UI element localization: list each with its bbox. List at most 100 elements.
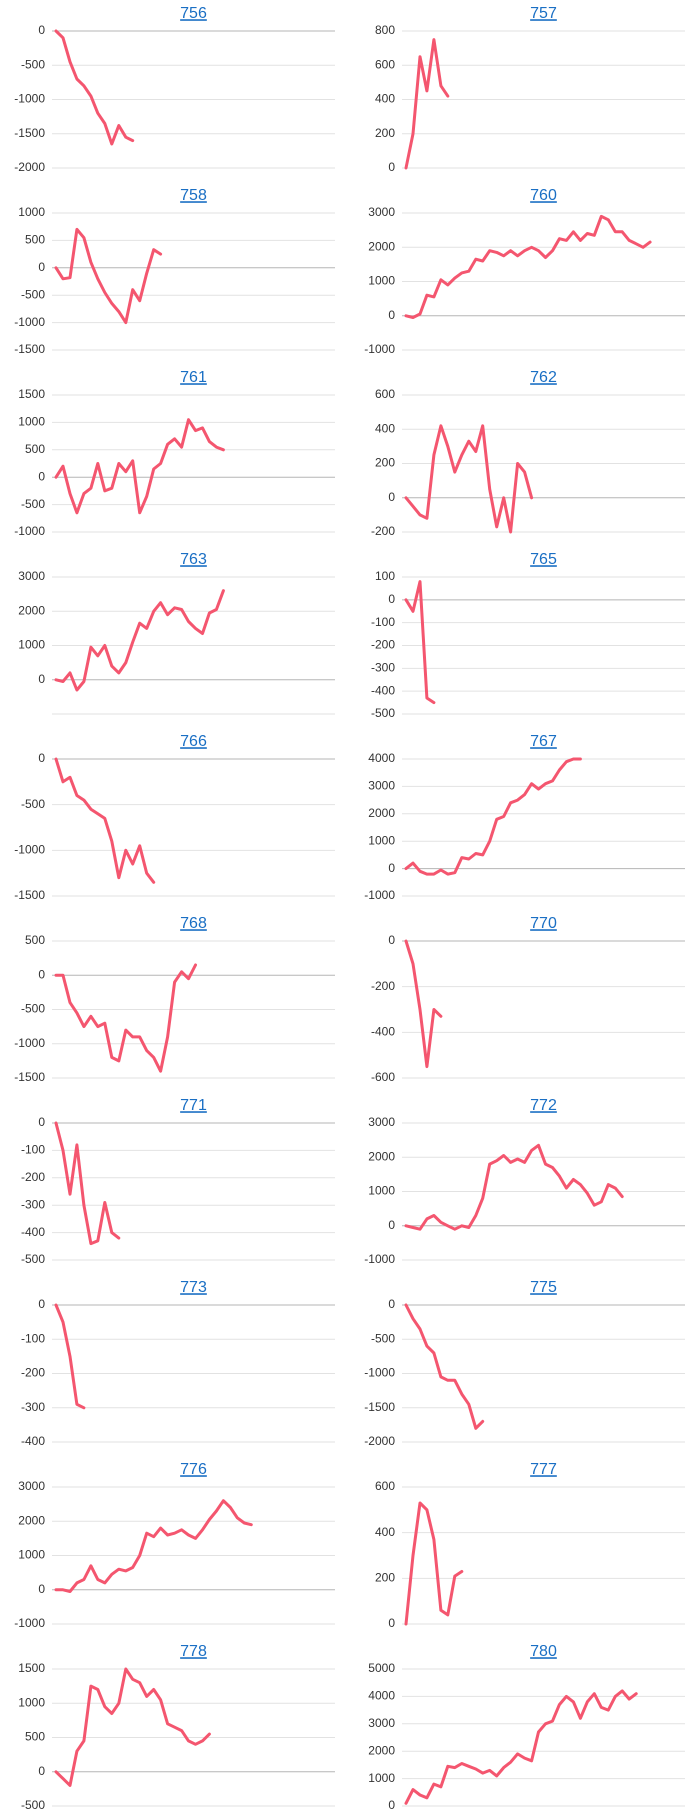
y-tick-label: 200 (375, 456, 395, 470)
y-tick-label: -200 (371, 638, 395, 652)
y-tick-label: 0 (388, 1616, 395, 1630)
data-line (404, 580, 436, 705)
y-tick-label: 0 (38, 23, 45, 37)
y-tick-label: 4000 (368, 751, 395, 765)
chart-title[interactable]: 758 (180, 187, 207, 204)
y-tick-label: -1500 (14, 1070, 45, 1084)
y-tick-label: 0 (38, 1297, 45, 1311)
chart-title[interactable]: 768 (180, 915, 207, 932)
y-tick-label: 0 (38, 672, 45, 686)
data-line (404, 757, 582, 876)
chart-panel: 771 0 -100 -200 -300 -400 -500 (21, 1097, 335, 1266)
chart-panel: 770 0 -200 -400 -600 (371, 915, 685, 1084)
y-tick-label: -200 (371, 524, 395, 538)
chart-panel: 777 600 400 200 0 (375, 1461, 685, 1630)
y-tick-label: 1000 (18, 1695, 45, 1709)
y-tick-label: -100 (21, 1143, 45, 1157)
y-tick-label: 1000 (18, 205, 45, 219)
chart-title[interactable]: 777 (530, 1461, 557, 1478)
y-tick-label: -300 (21, 1197, 45, 1211)
y-tick-label: 0 (388, 592, 395, 606)
y-tick-label: 2000 (368, 239, 395, 253)
y-tick-label: 1000 (18, 638, 45, 652)
data-line (404, 1303, 485, 1430)
y-tick-label: -400 (371, 683, 395, 697)
y-tick-label: -2000 (14, 160, 45, 174)
data-line (54, 757, 156, 884)
y-tick-label: 0 (38, 469, 45, 483)
chart-title[interactable]: 762 (530, 369, 557, 386)
chart-panel: 775 0 -500 -1000 -1500 -2000 (364, 1279, 685, 1448)
data-line (54, 29, 135, 146)
y-tick-label: 600 (375, 387, 395, 401)
y-tick-label: 0 (38, 751, 45, 765)
y-tick-label: 0 (388, 490, 395, 504)
chart-panel: 766 0 -500 -1000 -1500 (14, 733, 335, 902)
y-tick-label: 2000 (18, 1513, 45, 1527)
y-tick-label: 100 (375, 569, 395, 583)
y-tick-label: 500 (25, 1730, 45, 1744)
y-tick-label: 0 (38, 1764, 45, 1778)
y-tick-label: 4000 (368, 1689, 395, 1703)
y-tick-label: -500 (21, 1002, 45, 1016)
y-tick-label: 0 (388, 861, 395, 875)
chart-title[interactable]: 767 (530, 733, 557, 750)
chart-title[interactable]: 770 (530, 915, 557, 932)
y-tick-label: -100 (21, 1331, 45, 1345)
y-tick-label: -1500 (364, 1400, 395, 1414)
y-tick-label: 200 (375, 126, 395, 140)
y-tick-label: -200 (371, 979, 395, 993)
chart-panel: 756 0 -500 -1000 -1500 -2000 (14, 5, 335, 174)
data-line (54, 1303, 86, 1410)
y-tick-label: -500 (371, 706, 395, 720)
y-tick-label: 2000 (368, 1743, 395, 1757)
y-tick-label: -500 (21, 1252, 45, 1266)
y-tick-label: -1000 (14, 1616, 45, 1630)
chart-title[interactable]: 760 (530, 187, 557, 204)
data-line (404, 424, 534, 534)
y-tick-label: -400 (21, 1225, 45, 1239)
chart-title[interactable]: 780 (530, 1643, 557, 1660)
y-tick-label: -100 (371, 615, 395, 629)
y-tick-label: 0 (38, 260, 45, 274)
data-line (404, 38, 450, 170)
chart-title[interactable]: 778 (180, 1643, 207, 1660)
chart-panel: 757 800 600 400 200 0 (375, 5, 685, 174)
y-tick-label: -200 (21, 1366, 45, 1380)
chart-title[interactable]: 776 (180, 1461, 207, 1478)
y-tick-label: 1500 (18, 1661, 45, 1675)
chart-title[interactable]: 765 (530, 551, 557, 568)
y-tick-label: -1000 (364, 888, 395, 902)
y-tick-label: 0 (388, 933, 395, 947)
chart-title[interactable]: 763 (180, 551, 207, 568)
y-tick-label: 0 (388, 308, 395, 322)
chart-panel: 778 1500 1000 500 0 -500 (18, 1643, 335, 1812)
chart-title[interactable]: 771 (180, 1097, 207, 1114)
data-line (54, 1667, 211, 1787)
chart-title[interactable]: 775 (530, 1279, 557, 1296)
chart-title[interactable]: 772 (530, 1097, 557, 1114)
y-tick-label: 800 (375, 23, 395, 37)
y-tick-label: 5000 (368, 1661, 395, 1675)
chart-title[interactable]: 773 (180, 1279, 207, 1296)
y-tick-label: 0 (38, 1115, 45, 1129)
y-tick-label: 3000 (368, 779, 395, 793)
chart-title[interactable]: 766 (180, 733, 207, 750)
chart-title[interactable]: 761 (180, 369, 207, 386)
y-tick-label: 0 (38, 967, 45, 981)
chart-title[interactable]: 757 (530, 5, 557, 22)
y-tick-label: -1000 (14, 843, 45, 857)
chart-title[interactable]: 756 (180, 5, 207, 22)
y-tick-label: -500 (21, 797, 45, 811)
y-tick-label: -600 (371, 1070, 395, 1084)
y-tick-label: 600 (375, 1479, 395, 1493)
chart-panel: 776 3000 2000 1000 0 -1000 (14, 1461, 335, 1630)
y-tick-label: -1000 (364, 342, 395, 356)
y-tick-label: -500 (21, 287, 45, 301)
y-tick-label: 1000 (368, 274, 395, 288)
y-tick-label: -1000 (14, 524, 45, 538)
y-tick-label: 2000 (368, 1149, 395, 1163)
y-tick-label: 1000 (368, 1184, 395, 1198)
y-tick-label: 200 (375, 1571, 395, 1585)
